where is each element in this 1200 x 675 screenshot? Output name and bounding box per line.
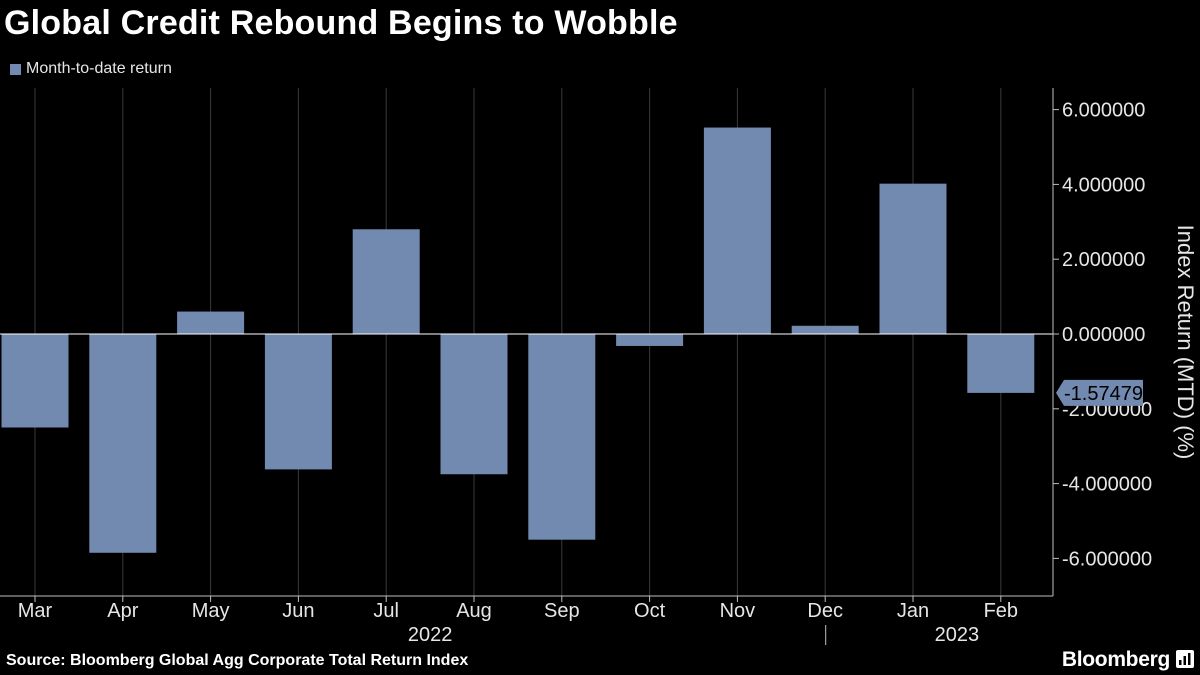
year-label-2023: 2023	[935, 624, 980, 646]
x-tick-label-aug: Aug	[456, 600, 492, 622]
x-tick-label-feb: Feb	[984, 600, 1018, 622]
bar-may	[177, 311, 245, 334]
y-tick-label: 4.000000	[1062, 174, 1145, 196]
chart-title: Global Credit Rebound Begins to Wobble	[4, 4, 678, 42]
x-tick-label-dec: Dec	[807, 600, 843, 622]
legend-label: Month-to-date return	[26, 60, 172, 77]
bar-oct	[616, 334, 684, 346]
y-tick-label: 2.000000	[1062, 249, 1145, 271]
x-tick-label-oct: Oct	[634, 600, 666, 622]
last-value-callout	[1056, 379, 1143, 406]
y-tick-label: 6.000000	[1062, 100, 1145, 122]
x-tick-label-sep: Sep	[544, 600, 580, 622]
y-axis-title: Index Return (MTD) (%)	[1173, 225, 1198, 460]
bar-feb	[967, 334, 1035, 393]
source-note: Source: Bloomberg Global Agg Corporate T…	[6, 652, 469, 669]
legend: Month-to-date return	[10, 60, 172, 78]
bars	[1, 127, 1035, 553]
year-label-2022: 2022	[408, 624, 453, 646]
bar-jun	[264, 334, 332, 470]
bar-sep	[528, 334, 596, 540]
x-tick-label-mar: Mar	[18, 600, 53, 622]
bar-mar	[1, 334, 69, 428]
axes: 6.0000004.0000002.0000000.000000-2.00000…	[0, 88, 1198, 646]
bar-jul	[352, 229, 420, 334]
grid-lines	[34, 88, 1002, 596]
bar-jan	[879, 183, 947, 334]
y-tick-label: 0.000000	[1062, 324, 1145, 346]
y-tick-label: -4.000000	[1062, 474, 1152, 496]
chart-icon	[1176, 650, 1194, 668]
x-tick-label-nov: Nov	[720, 600, 756, 622]
x-tick-label-jan: Jan	[897, 600, 929, 622]
x-tick-label-may: May	[192, 600, 230, 622]
bar-nov	[703, 127, 771, 334]
x-tick-label-jul: Jul	[373, 600, 399, 622]
x-tick-label-apr: Apr	[107, 600, 138, 622]
last-value-label: -1.574792	[1064, 383, 1154, 405]
bar-aug	[440, 334, 508, 475]
legend-swatch	[10, 63, 21, 75]
y-tick-label: -6.000000	[1062, 548, 1152, 570]
x-tick-label-jun: Jun	[282, 600, 314, 622]
bar-apr	[89, 334, 157, 553]
bloomberg-logo: Bloomberg	[1061, 648, 1170, 671]
bar-dec	[791, 325, 859, 334]
